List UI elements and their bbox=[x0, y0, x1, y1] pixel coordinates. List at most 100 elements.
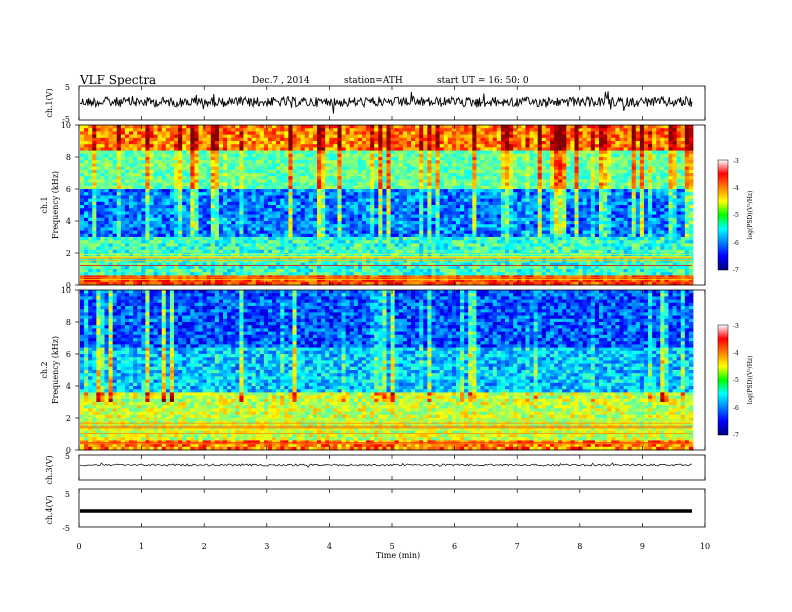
spectrogram-cell bbox=[104, 201, 110, 206]
ch1-ytick-top: 5 bbox=[65, 83, 70, 92]
spectrogram-cell bbox=[366, 246, 371, 251]
spectrogram-cell bbox=[341, 201, 347, 206]
spectrogram-cell bbox=[210, 134, 216, 139]
spectrogram-cell bbox=[178, 237, 183, 241]
spectrogram-cell bbox=[210, 201, 216, 206]
spectrogram-cell bbox=[116, 230, 122, 235]
spectrogram-cell bbox=[411, 230, 416, 235]
spectrogram-cell bbox=[92, 230, 97, 235]
spectrogram-cell bbox=[88, 233, 93, 238]
spectrogram-cell bbox=[124, 157, 130, 161]
spectrogram-cell bbox=[112, 189, 118, 193]
spectrogram-cell bbox=[292, 205, 297, 209]
spectrogram-cell bbox=[431, 189, 436, 193]
spectrogram-cell bbox=[480, 281, 485, 286]
spectrogram-cell bbox=[149, 160, 154, 164]
spectrogram-cell bbox=[153, 205, 159, 209]
spectrogram-cell bbox=[120, 137, 126, 142]
spectrogram-cell bbox=[366, 214, 371, 219]
spectrogram-cell bbox=[182, 214, 187, 219]
spectrogram-cell bbox=[476, 169, 481, 174]
spectrogram-cell bbox=[218, 224, 224, 228]
spectrogram-cell bbox=[472, 160, 477, 164]
spectrogram-cell bbox=[153, 237, 159, 241]
spectrogram-cell bbox=[378, 278, 383, 283]
spectrogram-cell bbox=[337, 169, 342, 174]
spectrogram-cell bbox=[304, 182, 310, 187]
spectrogram-cell bbox=[259, 179, 265, 183]
spectrogram-cell bbox=[476, 217, 481, 222]
spectrogram-cell bbox=[96, 221, 101, 225]
spectrogram-cell bbox=[116, 192, 122, 196]
spectrogram-cell bbox=[178, 278, 183, 283]
spectrogram-cell bbox=[116, 147, 122, 151]
spectrogram-cell bbox=[116, 185, 122, 190]
spectrogram-cell bbox=[288, 182, 293, 187]
spectrogram-cell bbox=[96, 224, 101, 228]
spectrogram-cell bbox=[443, 179, 449, 183]
spectrogram-cell bbox=[349, 195, 355, 199]
spectrogram-cell bbox=[153, 230, 159, 235]
spectrogram-cell bbox=[439, 125, 445, 129]
spectrogram-cell bbox=[304, 192, 310, 196]
spectrogram-cell bbox=[374, 169, 379, 174]
spectrogram-cell bbox=[178, 125, 183, 129]
spectrogram-cell bbox=[386, 182, 391, 187]
spectrogram-cell bbox=[214, 233, 220, 238]
spectrogram-cell bbox=[251, 141, 257, 145]
spectrogram-cell bbox=[398, 141, 404, 145]
spectrogram-cell bbox=[173, 246, 179, 251]
spectrogram-cell bbox=[398, 224, 404, 228]
spectrogram-cell bbox=[173, 281, 179, 286]
spectrogram-cell bbox=[341, 269, 347, 273]
spectrogram-cell bbox=[88, 269, 93, 273]
spectrogram-cell bbox=[165, 259, 171, 263]
spectrogram-cell bbox=[464, 208, 469, 212]
spectrogram-cell bbox=[88, 198, 93, 203]
spectrogram-cell bbox=[329, 141, 334, 145]
spectrogram-cell bbox=[272, 166, 277, 171]
spectrogram-cell bbox=[353, 160, 359, 164]
spectrogram-cell bbox=[357, 150, 363, 155]
spectrogram-cell bbox=[161, 141, 167, 145]
spectrogram-cell bbox=[194, 237, 199, 241]
spectrogram-cell bbox=[349, 208, 355, 212]
spectrogram-cell bbox=[411, 214, 416, 219]
spectrogram-cell bbox=[116, 259, 122, 263]
spectrogram-cell bbox=[443, 278, 449, 283]
spectrogram-cell bbox=[443, 211, 449, 215]
spectrogram-cell bbox=[165, 253, 171, 257]
spectrogram-cell bbox=[145, 208, 150, 212]
spectrogram-cell bbox=[178, 272, 183, 276]
spectrogram-cell bbox=[341, 281, 347, 286]
spectrogram-cell bbox=[325, 147, 330, 151]
spectrogram-cell bbox=[145, 249, 150, 254]
spectrogram-cell bbox=[239, 166, 244, 171]
spectrogram-cell bbox=[333, 208, 338, 212]
spectrogram-cell bbox=[267, 201, 273, 206]
spectrogram-cell bbox=[455, 163, 461, 167]
spectrogram-cell bbox=[182, 221, 187, 225]
spectrogram-cell bbox=[165, 265, 171, 270]
spectrogram-cell bbox=[476, 176, 481, 180]
spectrogram-cell bbox=[137, 221, 142, 225]
spectrogram-cell bbox=[419, 176, 424, 180]
spectrogram-cell bbox=[169, 221, 175, 225]
spectrogram-cell bbox=[370, 272, 375, 276]
spectrogram-cell bbox=[317, 230, 322, 235]
spectrogram-cell bbox=[235, 163, 240, 167]
spectrogram-cell bbox=[439, 153, 445, 158]
spectrogram-cell bbox=[231, 150, 236, 155]
spectrogram-cell bbox=[206, 259, 212, 263]
spectrogram-cell bbox=[361, 221, 367, 225]
spectrogram-cell bbox=[415, 147, 420, 151]
spectrogram-cell bbox=[186, 230, 191, 235]
spectrogram-cell bbox=[116, 128, 122, 132]
spectrogram-cell bbox=[329, 166, 334, 171]
spectrogram-cell bbox=[480, 125, 485, 129]
spectrogram-cell bbox=[149, 224, 154, 228]
spectrogram-cell bbox=[435, 281, 441, 286]
spectrogram-cell bbox=[186, 192, 191, 196]
spectrogram-cell bbox=[161, 125, 167, 129]
spectrogram-cell bbox=[96, 253, 101, 257]
